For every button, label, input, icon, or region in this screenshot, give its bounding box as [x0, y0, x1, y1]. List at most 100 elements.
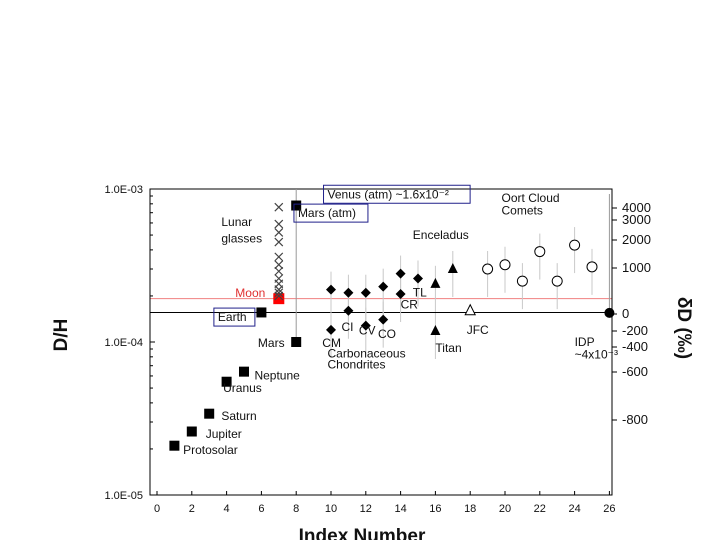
moon-marker [273, 293, 285, 305]
x-tick-label: 4 [224, 503, 230, 515]
y-tick-label: 1.0E-05 [104, 490, 143, 502]
annotation-label: Comets [502, 204, 543, 218]
right-tick-label: 0 [622, 306, 629, 321]
annotation-label: Neptune [254, 368, 300, 382]
annotation-label: glasses [221, 231, 262, 245]
right-tick-label: 3000 [622, 212, 651, 227]
annotation-label: CI [341, 320, 353, 334]
right-tick-label: -800 [622, 412, 648, 427]
square-marker [169, 440, 180, 451]
x-tick-label: 24 [568, 503, 580, 515]
annotation-label: Venus (atm) ~1.6x10⁻² [328, 187, 449, 201]
right-tick-label: -200 [622, 323, 648, 338]
square-marker [256, 307, 267, 318]
annotation-label: CO [378, 327, 396, 341]
x-tick-label: 10 [325, 503, 337, 515]
annotation-label: CM [322, 336, 341, 350]
square-marker [291, 200, 302, 211]
data-points [169, 200, 615, 451]
annotation-label: CV [359, 323, 376, 337]
annotation-label: Earth [218, 310, 247, 324]
annotation-label: Titan [435, 341, 461, 355]
annotation-box [213, 307, 256, 327]
diamond-marker [395, 268, 406, 279]
open-circle-marker [516, 275, 528, 287]
open-circle-marker [534, 246, 546, 258]
filled-circle-marker [604, 307, 615, 318]
x-tick-label: 6 [258, 503, 264, 515]
y-tick-label: 1.0E-04 [104, 337, 143, 349]
x-marker [274, 228, 284, 237]
diamond-marker [395, 288, 406, 299]
diamond-marker [378, 281, 389, 292]
right-tick-label: -400 [622, 339, 648, 354]
annotation-label: Saturn [221, 409, 256, 423]
x-tick-label: 18 [464, 503, 476, 515]
y-tick-label: 1.0E-03 [104, 184, 143, 196]
square-marker [239, 366, 249, 377]
x-tick-label: 12 [360, 503, 372, 515]
triangle-marker [430, 277, 441, 288]
x-marker [274, 285, 284, 295]
x-tick-label: 16 [429, 503, 441, 515]
annotation-label: TL [413, 286, 427, 300]
annotation-label: Uranus [223, 381, 262, 395]
x-marker [274, 219, 284, 229]
x-tick-label: 26 [603, 503, 615, 515]
x-tick-label: 0 [154, 503, 160, 515]
diamond-marker [343, 305, 354, 316]
x-marker [274, 266, 284, 276]
square-marker [204, 408, 215, 419]
x-axis-label: Index Number [299, 526, 426, 540]
x-marker [274, 288, 284, 298]
annotation-label: Moon [235, 286, 265, 300]
annotation-label: CR [401, 298, 419, 312]
diamond-marker [326, 324, 336, 335]
annotation-label: Chondrites [328, 358, 386, 372]
square-marker [186, 426, 197, 437]
triangle-marker [447, 263, 458, 274]
annotation-label: Lunar [221, 215, 252, 229]
annotation-label: ~4x10⁻³ [575, 348, 618, 362]
annotation-label: Protosolar [183, 443, 238, 457]
x-marker [274, 260, 284, 270]
open-triangle-marker [464, 303, 477, 316]
annotation-label: Enceladus [413, 228, 469, 242]
annotation-box [323, 184, 471, 204]
annotation-label: JFC [467, 323, 489, 337]
open-circle-marker [499, 259, 511, 271]
diamond-marker [360, 287, 371, 298]
annotation-label: Oort Cloud [502, 191, 560, 205]
y-axis-label: D/H [51, 319, 72, 352]
x-tick-label: 22 [534, 503, 546, 515]
x-axis-ticks: 0 2 4 6 8 10 12 14 16 18 20 22 24 26 [154, 491, 616, 515]
square-marker [221, 376, 232, 387]
x-tick-label: 14 [394, 503, 406, 515]
triangle-marker [430, 325, 441, 336]
open-circle-marker [586, 261, 598, 273]
annotation-label: Carbonaceous [328, 347, 406, 361]
diamond-marker [343, 287, 354, 298]
right-tick-label: 1000 [622, 260, 651, 275]
diamond-marker [326, 284, 336, 295]
diamond-marker [413, 273, 423, 284]
x-tick-label: 8 [293, 503, 299, 515]
x-marker [274, 291, 284, 301]
annotation-label: Mars [258, 336, 285, 350]
annotation-label: IDP [575, 335, 595, 349]
annotation-label: Jupiter [206, 427, 242, 441]
diamond-marker [360, 320, 371, 331]
x-marker [274, 252, 284, 262]
x-tick-label: 2 [189, 503, 195, 515]
square-marker [291, 337, 302, 347]
x-marker [274, 237, 284, 247]
right-tick-label: 2000 [622, 232, 651, 247]
diamond-marker [378, 314, 389, 325]
reference-lines [150, 298, 612, 313]
x-marker [274, 202, 284, 212]
open-circle-marker [551, 275, 563, 287]
y-axis-ticks: 1.0E-05 1.0E-04 1.0E-03 [104, 184, 155, 502]
open-circle-marker [569, 239, 581, 251]
